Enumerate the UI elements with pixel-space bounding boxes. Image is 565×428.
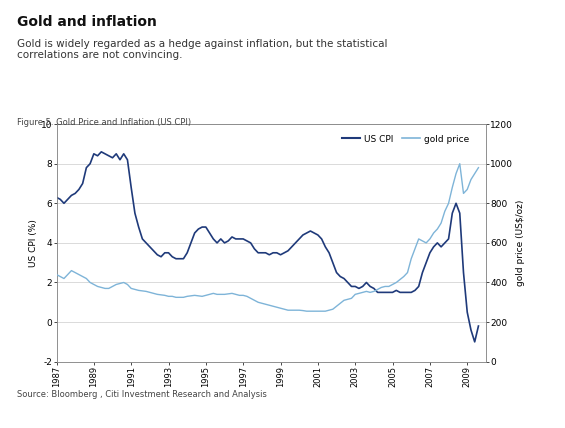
Text: Figure 5. Gold Price and Inflation (US CPI): Figure 5. Gold Price and Inflation (US C… [17,118,191,127]
Text: Gold is widely regarded as a hedge against inflation, but the statistical
correl: Gold is widely regarded as a hedge again… [17,39,388,60]
Legend: US CPI, gold price: US CPI, gold price [338,131,473,147]
Text: Source: Bloomberg , Citi Investment Research and Analysis: Source: Bloomberg , Citi Investment Rese… [17,390,267,399]
Text: Gold and inflation: Gold and inflation [17,15,157,29]
Y-axis label: US CPI (%): US CPI (%) [29,219,38,267]
Y-axis label: gold price (US$/oz): gold price (US$/oz) [516,200,525,286]
